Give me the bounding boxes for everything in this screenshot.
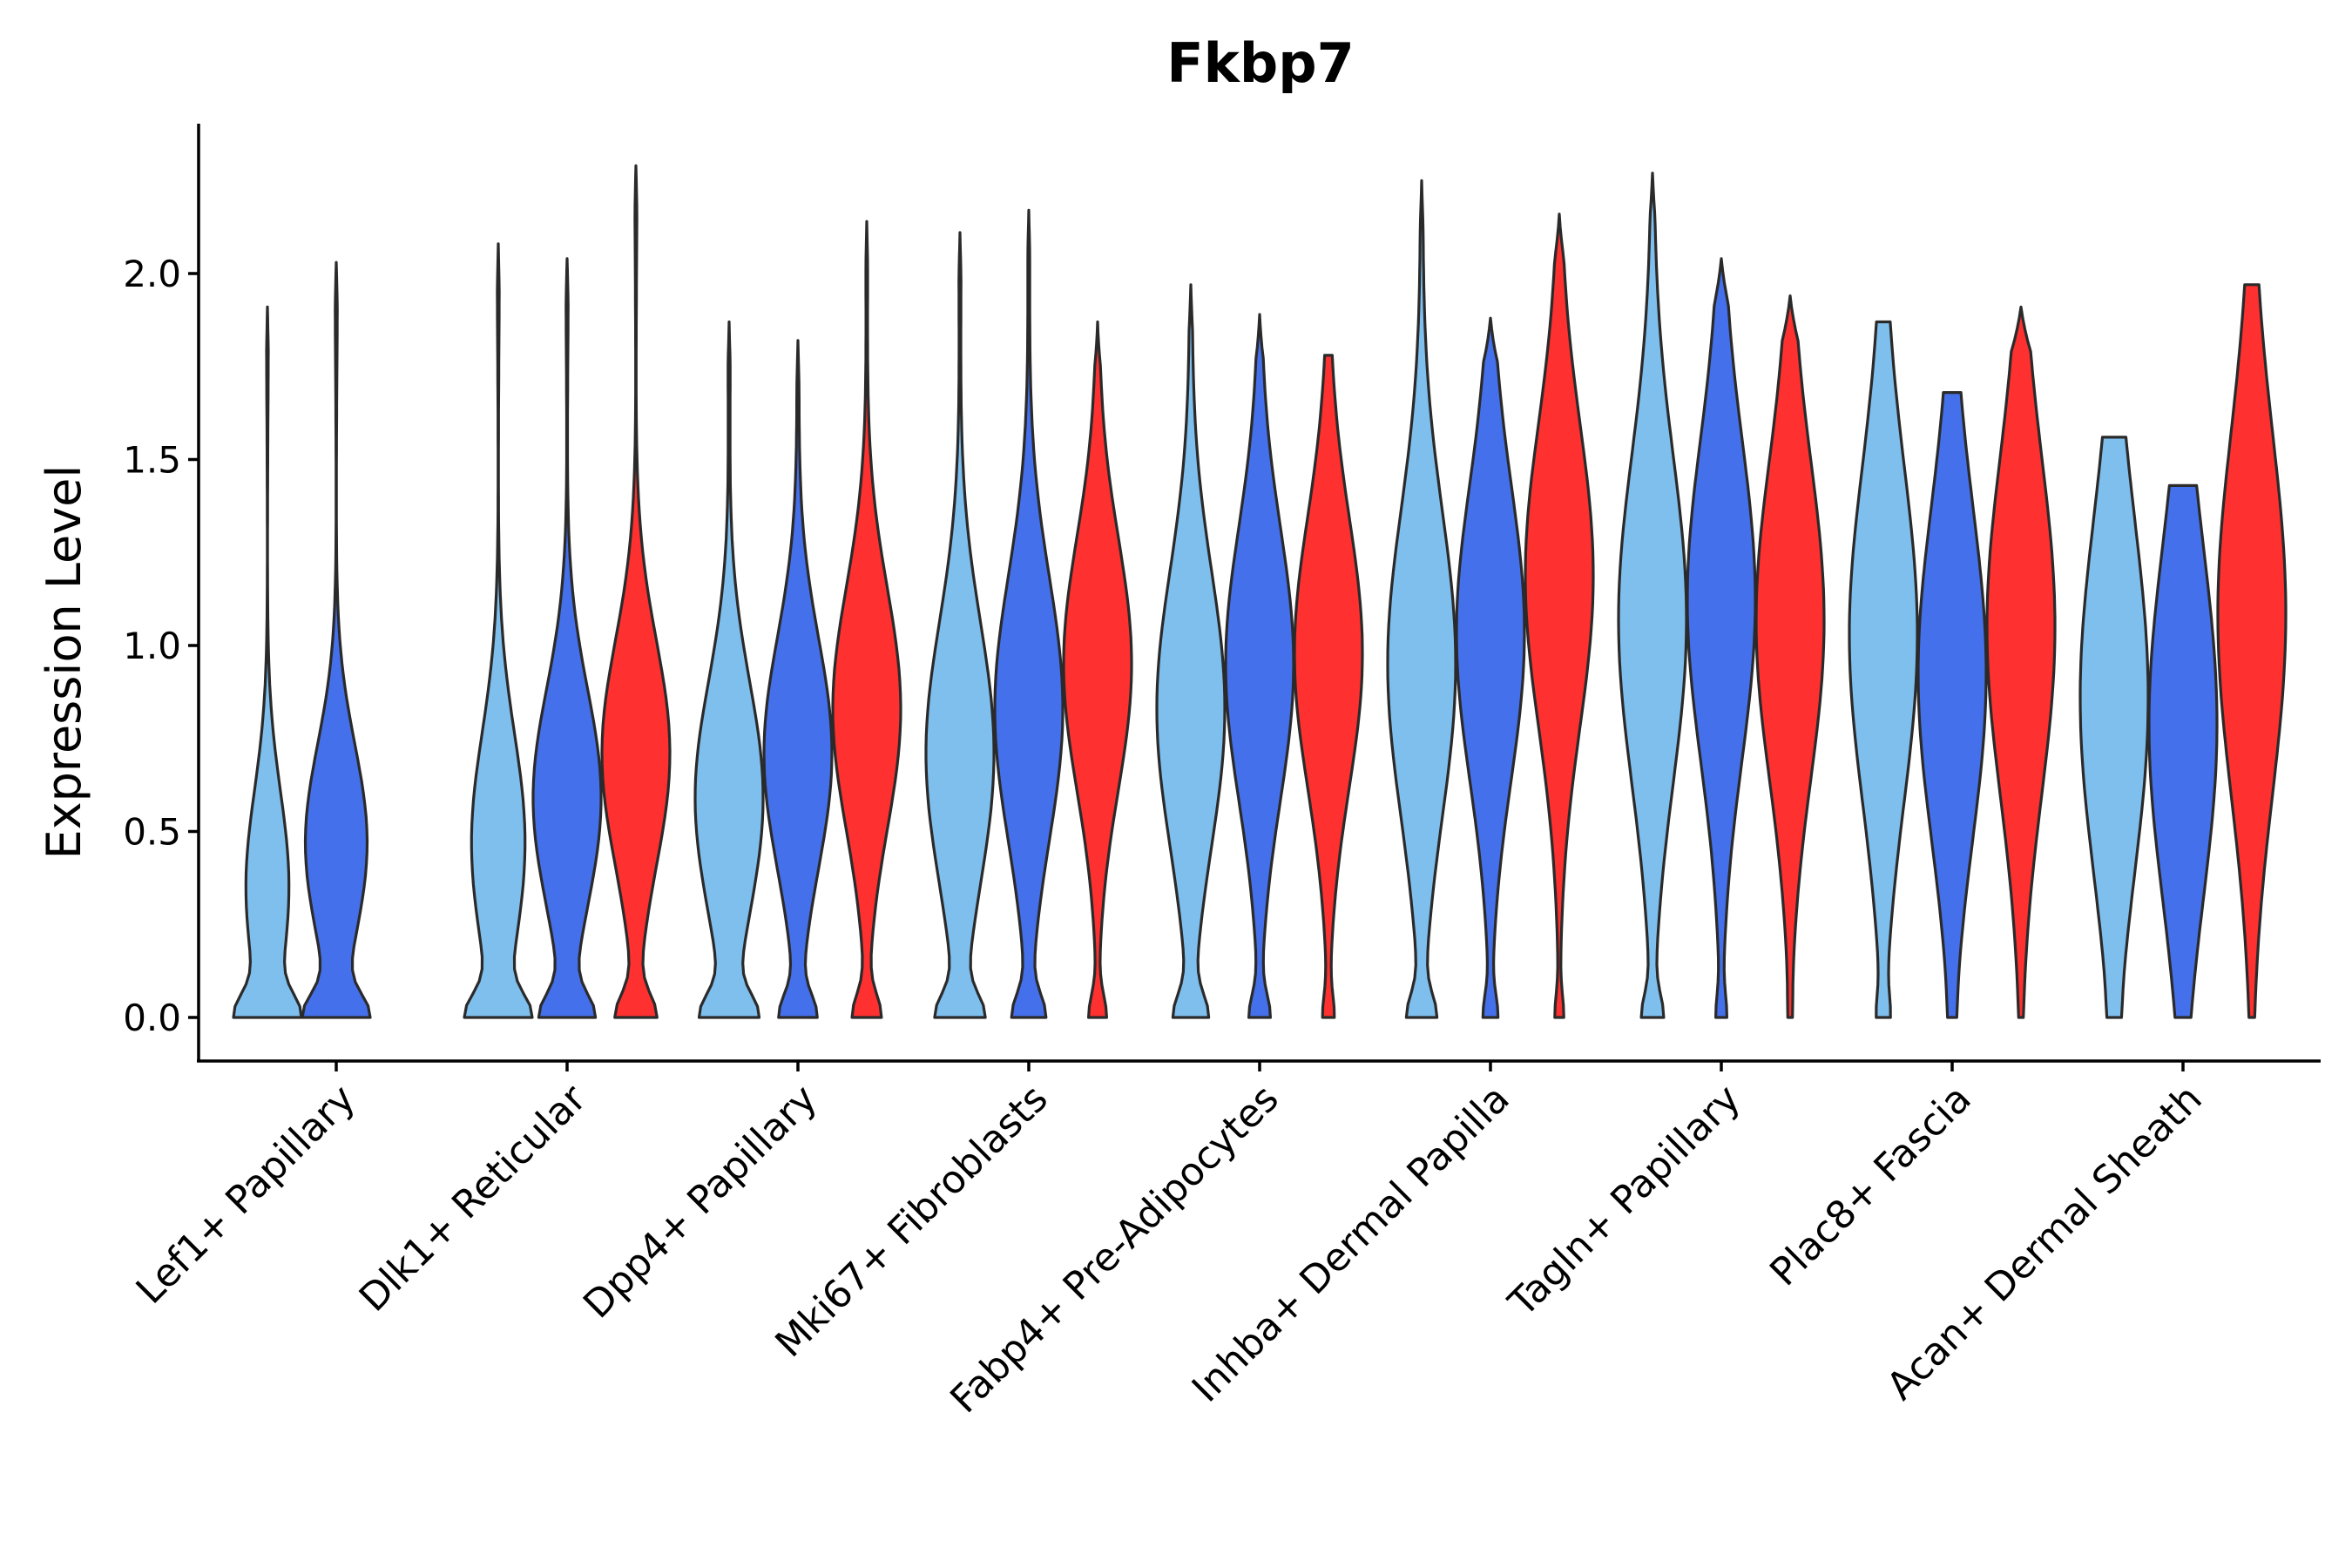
violin-group-1-4 [924, 231, 996, 1019]
violin-group-2-3 [762, 339, 834, 1019]
violin-group-2-7 [1686, 257, 1757, 1019]
violin-group-3-6 [1524, 213, 1595, 1019]
y-axis-ticks: 0.0 0.5 1.0 1.5 2.0 [123, 253, 199, 1039]
violin-group-1-1 [232, 305, 303, 1019]
y-tick-label: 1.5 [123, 439, 181, 482]
chart-title: Fkbp7 [1166, 31, 1355, 95]
violin-group-1-7 [1617, 172, 1688, 1019]
violin-group-1-3 [693, 320, 765, 1019]
violin-group-3-4 [1062, 320, 1133, 1019]
violin-group-2-1 [301, 260, 372, 1019]
violin-group-3-9 [2216, 283, 2288, 1019]
violin-group-2-6 [1455, 316, 1526, 1019]
x-tick-label: Lef1+ Papillary [128, 1077, 364, 1313]
y-tick-label: 0.5 [123, 811, 181, 854]
violin-group-1-2 [463, 242, 534, 1019]
violin-group-3-2 [600, 164, 672, 1019]
x-tick-label: Plac8+ Fascia [1761, 1077, 1980, 1295]
violin-group-1-9 [2078, 436, 2150, 1019]
violin-group-3-5 [1293, 354, 1364, 1019]
y-tick-label: 1.0 [123, 625, 181, 667]
violin-group-1-8 [1848, 320, 1919, 1019]
violin-group-3-8 [1985, 305, 2057, 1019]
violin-group-2-4 [993, 208, 1064, 1019]
y-axis-label: Expression Level [37, 465, 91, 860]
violin-group-2-8 [1916, 391, 1988, 1019]
violin-group-3-3 [831, 220, 902, 1019]
x-tick-label: Tagln+ Papillary [1500, 1077, 1749, 1326]
violin-group-1-5 [1155, 283, 1227, 1019]
x-tick-label: Dlk1+ Reticular [351, 1076, 596, 1321]
violin-group-3-7 [1754, 294, 1826, 1019]
x-tick-label: Dpp4+ Papillary [575, 1077, 826, 1328]
y-tick-label: 2.0 [123, 253, 181, 295]
y-tick-label: 0.0 [123, 997, 181, 1039]
violin-group-2-2 [531, 257, 603, 1019]
violins-layer [232, 164, 2288, 1019]
violin-group-1-6 [1386, 179, 1457, 1019]
violin-group-2-5 [1224, 313, 1295, 1019]
violin-group-2-9 [2147, 483, 2219, 1019]
